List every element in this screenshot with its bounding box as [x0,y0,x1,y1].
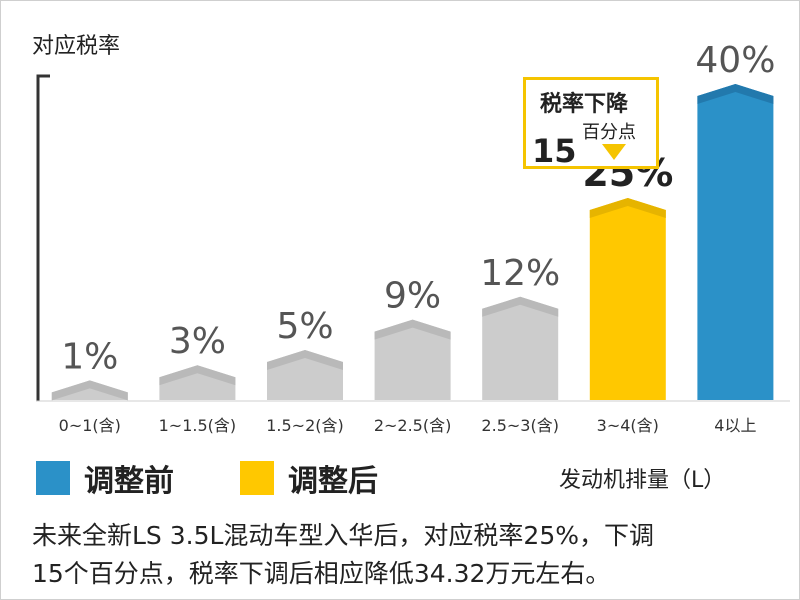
y-axis-label: 对应税率 [32,34,121,59]
footnote-line-2: 15个百分点，税率下调后相应降低34.32万元左右。 [32,559,611,588]
bar-top [697,84,774,104]
legend-label-before: 调整前 [84,464,174,499]
footnote-line-1: 未来全新LS 3.5L混动车型入华后，对应税率25%，下调 [32,521,654,550]
bar-top [267,350,343,370]
legend-label-after: 调整后 [288,464,378,499]
callout-number: 15 [532,132,577,170]
x-tick-label: 1.5~2(含) [266,416,344,435]
legend-swatch-before [36,461,70,495]
x-tick-label: 1~1.5(含) [159,416,237,435]
x-tick-label: 3~4(含) [597,416,659,435]
bar-top [589,198,666,218]
legend-item-after: 调整后 [240,458,378,499]
footnote: 未来全新LS 3.5L混动车型入华后，对应税率25%，下调 15个百分点，税率下… [32,517,782,593]
bar [51,380,128,400]
data-label: 5% [276,306,333,347]
tax-drop-callout: 税率下降 百分点 15 [523,77,659,170]
x-tick-label: 2~2.5(含) [374,416,452,435]
bar-top [374,319,451,340]
legend-swatch-after [240,461,274,495]
bar [589,198,666,400]
bar-top [51,380,128,401]
callout-title: 税率下降 [540,92,629,117]
x-tick-label: 0~1(含) [59,416,121,435]
data-label: 1% [61,336,118,377]
data-label: 9% [384,276,441,317]
data-label: 12% [480,253,560,294]
x-axis-label: 发动机排量（L） [559,468,726,493]
down-arrow-icon [602,144,626,160]
x-tick-label: 4以上 [714,416,756,435]
bar-top [159,365,236,386]
data-label: 40% [695,40,775,81]
callout-subtitle: 百分点 [582,122,636,143]
bar-top [482,296,559,317]
bar [482,296,559,400]
data-label: 3% [169,321,226,362]
x-tick-label: 2.5~3(含) [481,416,559,435]
bar [374,319,451,400]
legend-item-before: 调整前 [36,458,174,499]
y-axis-line [36,74,50,401]
bar [697,84,774,400]
